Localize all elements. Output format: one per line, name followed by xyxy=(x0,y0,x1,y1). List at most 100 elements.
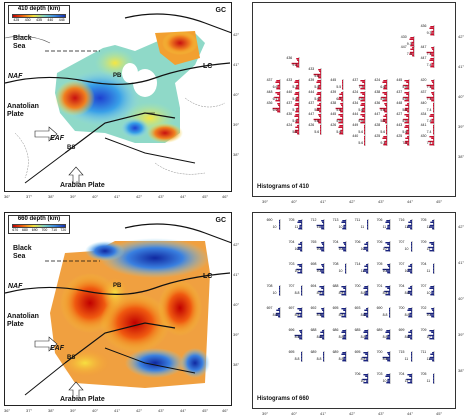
histogram-mean: 703 xyxy=(376,372,383,376)
histogram-bar xyxy=(410,355,412,357)
histogram-bar xyxy=(405,378,412,381)
histogram-bar xyxy=(296,272,302,274)
histogram-bars xyxy=(362,307,368,318)
histogram-bar xyxy=(360,114,366,116)
histogram-cell: 704 11 xyxy=(421,262,437,274)
histogram-mean: 706 xyxy=(354,240,361,244)
histogram-bar xyxy=(382,137,388,140)
histogram-sd: 10 xyxy=(294,269,299,273)
histogram-bar xyxy=(364,129,366,132)
histogram-bar xyxy=(296,97,300,100)
histogram-bar xyxy=(429,294,434,296)
histogram-sd: 7.4 xyxy=(426,51,432,56)
histogram-bars xyxy=(278,219,280,230)
histogram-sd: 11 xyxy=(294,225,299,229)
histogram-bar xyxy=(362,115,366,117)
histogram-bar xyxy=(278,105,280,108)
histogram-mean: 438 xyxy=(374,89,381,94)
histogram-bar xyxy=(405,133,410,135)
histogram-sd: 5.6 xyxy=(292,130,298,135)
histogram-sd: 11 xyxy=(426,269,431,273)
histogram-mean: 716 xyxy=(398,218,405,222)
histogram-cell: 447 7.4 xyxy=(421,45,437,57)
histogram-bar xyxy=(316,93,322,95)
histogram-bar xyxy=(316,268,324,271)
histogram-mean: 697 xyxy=(266,306,273,310)
colorbar-tick: 670 xyxy=(12,228,19,232)
histogram-bar xyxy=(321,221,324,223)
histogram-bars xyxy=(316,263,324,274)
histogram-bar xyxy=(340,102,344,105)
histogram-mean: 439 xyxy=(308,78,315,83)
histogram-mean: 437 xyxy=(308,100,315,105)
histogram-bar xyxy=(364,144,366,146)
histogram-mean: 444 xyxy=(352,112,359,116)
histogram-sd: 10 xyxy=(338,269,343,273)
histogram-bar xyxy=(276,85,280,87)
histogram-bar xyxy=(429,356,434,359)
histogram-bar xyxy=(276,93,280,95)
histogram-cell: 686 8.8 xyxy=(333,328,349,340)
histogram-bar xyxy=(362,331,368,333)
histogram-bar xyxy=(322,245,324,247)
histogram-bar xyxy=(388,223,390,225)
histogram-bar xyxy=(429,97,434,100)
histogram-bar xyxy=(408,314,412,316)
histogram-bars xyxy=(410,351,412,362)
histogram-cell: 437 5.5 xyxy=(308,100,324,113)
histogram-mean: 445 xyxy=(330,78,337,83)
histogram-sd: 10 xyxy=(404,269,409,273)
histogram-bar xyxy=(385,228,390,230)
histogram-bar xyxy=(385,114,388,116)
histogram-sd: 9.3 xyxy=(406,42,412,47)
histogram-bars xyxy=(366,219,368,230)
histogram-mean: 437 xyxy=(396,89,403,94)
histogram-bars xyxy=(362,241,368,252)
histogram-cell: 439 5.8 xyxy=(308,78,324,91)
histogram-bar xyxy=(387,292,390,294)
colorbar-tick: 680 xyxy=(22,228,28,232)
x-tick: 43° xyxy=(158,408,165,413)
histogram-bar xyxy=(322,289,324,291)
histogram-sd: 5.6 xyxy=(358,141,364,146)
histogram-bars xyxy=(364,124,366,136)
histogram-bar xyxy=(428,242,434,244)
histogram-bar xyxy=(317,120,322,122)
histogram-bar xyxy=(313,73,322,76)
histogram-sd: 10 xyxy=(272,291,277,295)
label-pb: PB xyxy=(113,73,122,79)
histogram-bar xyxy=(294,131,300,133)
histogram-bar xyxy=(366,289,368,291)
histogram-cell: 434 7.4 xyxy=(421,112,437,124)
histogram-bars xyxy=(294,124,300,136)
histogram-bar xyxy=(426,96,434,98)
histogram-sd: 5.6 xyxy=(402,96,408,101)
histogram-sd: 10 xyxy=(360,379,365,383)
histogram-bars xyxy=(320,124,322,136)
histogram-bars xyxy=(296,219,302,230)
histogram-bar xyxy=(294,93,300,95)
histogram-cell: 436 9.3 xyxy=(421,24,437,36)
histogram-bar xyxy=(363,120,366,122)
histogram-bar xyxy=(295,114,300,116)
histogram-bar xyxy=(383,115,388,117)
histogram-bar xyxy=(408,105,410,108)
colorbar-ticks: 425 430 435 440 445 xyxy=(12,18,66,23)
histogram-bar xyxy=(296,66,300,68)
histogram-mean: 705 xyxy=(420,218,427,222)
histogram-cell: 430 5.6 xyxy=(286,112,302,124)
histogram-bar xyxy=(298,226,302,228)
histogram-mean: 434 xyxy=(352,100,359,105)
histogram-sd: 11 xyxy=(426,357,431,361)
y-tick: 38° xyxy=(233,362,240,367)
histogram-cell: 689 8.8 xyxy=(333,350,349,362)
histogram-bar xyxy=(297,133,300,135)
histogram-bar xyxy=(342,80,344,82)
histogram-bar xyxy=(409,330,412,332)
histogram-bar xyxy=(432,377,434,379)
histogram-sd: 10 xyxy=(338,225,343,229)
histogram-bar xyxy=(317,88,322,90)
histogram-mean: 437 xyxy=(352,78,359,83)
histogram-bar xyxy=(296,308,302,310)
colorbar-gradient xyxy=(12,14,66,18)
